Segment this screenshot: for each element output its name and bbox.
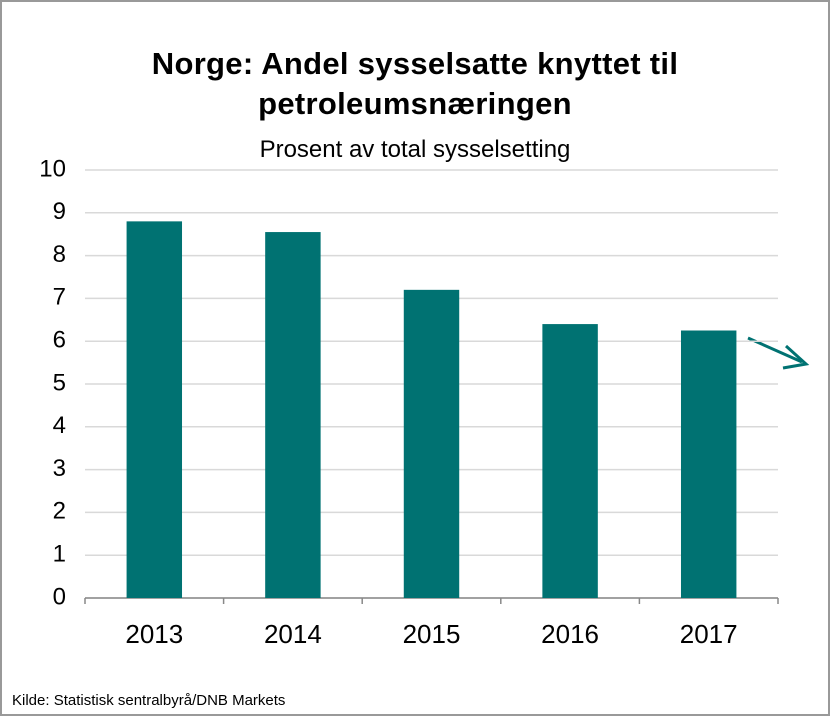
y-tick-label: 7 xyxy=(53,284,66,311)
y-tick-label: 5 xyxy=(53,369,66,396)
x-tick-label: 2016 xyxy=(541,619,599,649)
x-tick-label: 2015 xyxy=(403,619,461,649)
y-tick-label: 9 xyxy=(53,198,66,225)
bar xyxy=(542,324,598,598)
trend-arrow xyxy=(747,336,810,370)
y-tick-label: 8 xyxy=(53,241,66,268)
x-tick-label: 2014 xyxy=(264,619,322,649)
x-tick-label: 2017 xyxy=(680,619,738,649)
y-tick-label: 10 xyxy=(39,155,66,182)
chart-subtitle: Prosent av total sysselsetting xyxy=(259,136,571,163)
bar xyxy=(126,221,183,599)
bar xyxy=(680,330,737,598)
bar xyxy=(403,289,460,598)
y-tick-label: 0 xyxy=(53,583,66,610)
y-tick-label: 3 xyxy=(53,455,66,482)
bar xyxy=(265,232,321,598)
y-tick-label: 6 xyxy=(53,327,66,354)
chart-title: Norge: Andel sysselsatte knyttet til pet… xyxy=(151,46,679,121)
y-tick-label: 1 xyxy=(53,541,66,568)
source-note: Kilde: Statistisk sentralbyrå/DNB Market… xyxy=(12,692,286,709)
y-tick-label: 2 xyxy=(53,498,66,525)
x-tick-label: 2013 xyxy=(125,619,183,649)
y-tick-label: 4 xyxy=(53,412,66,439)
